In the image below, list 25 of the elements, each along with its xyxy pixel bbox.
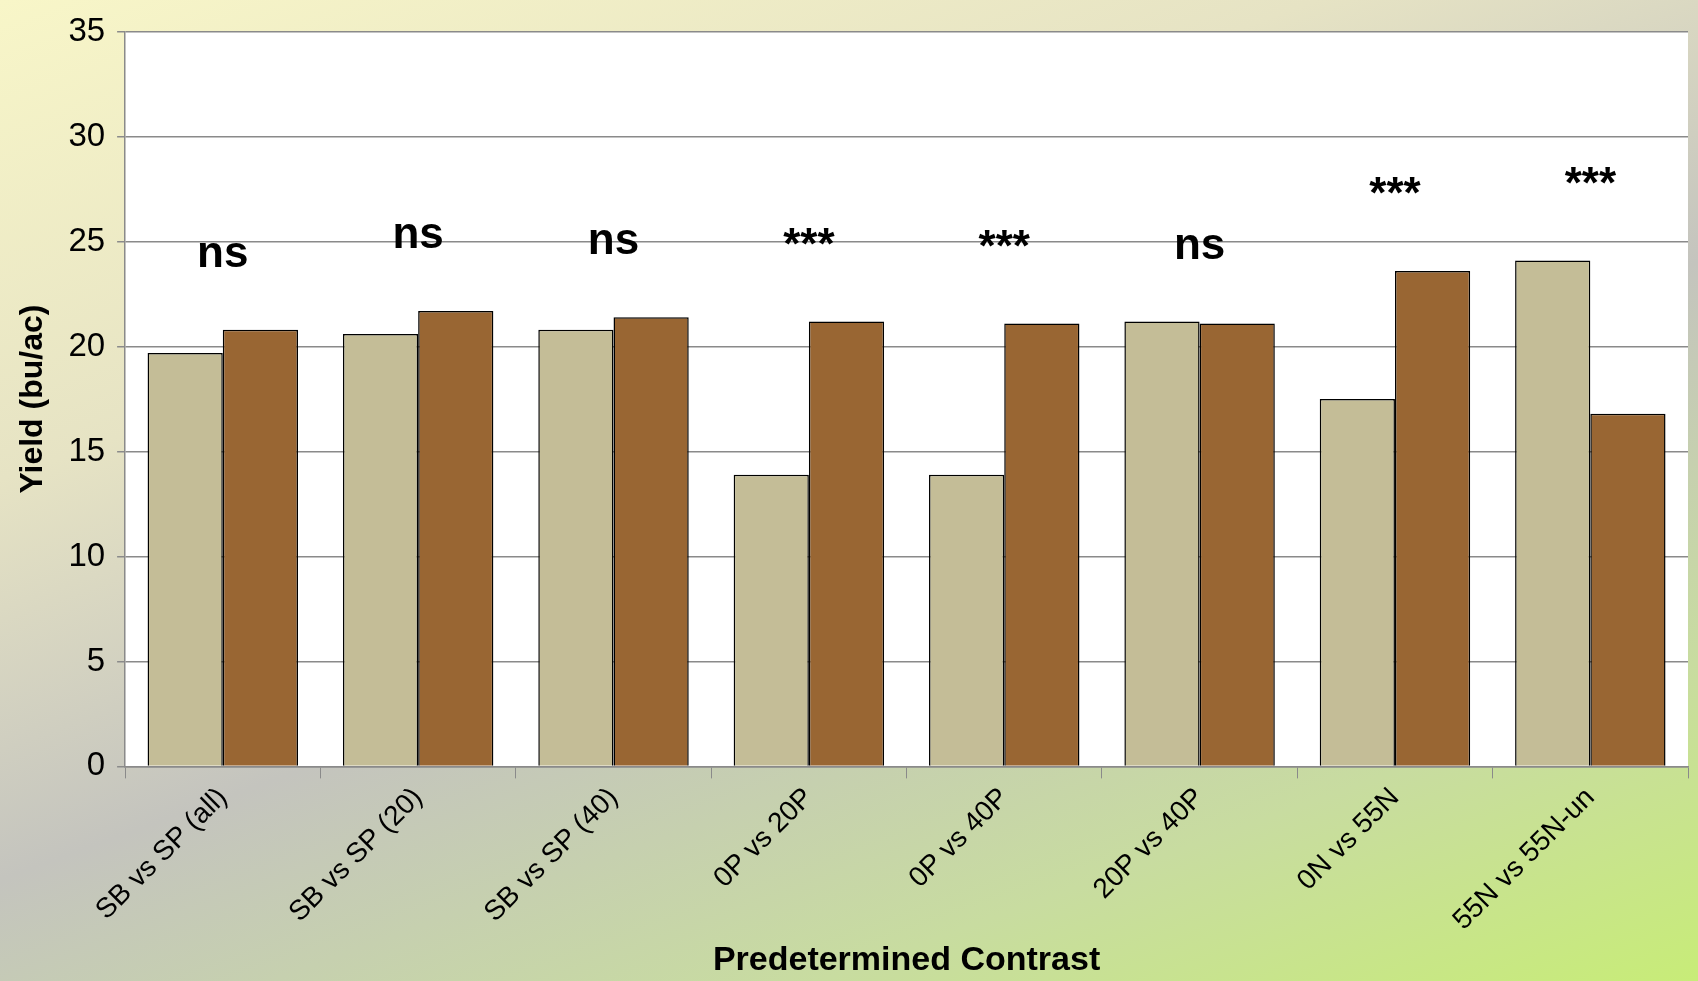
x-tick-label: SB vs SP (40) [477, 781, 624, 927]
y-tick-label: 30 [68, 115, 106, 153]
x-axis-title: Predetermined Contrast [712, 938, 1101, 977]
y-tick-label: 20 [68, 325, 106, 363]
y-axis-title: Yield (bu/ac) [13, 304, 50, 494]
y-tick-label: 5 [86, 640, 106, 678]
y-tick-label: 10 [68, 535, 106, 573]
y-tick-label: 25 [68, 220, 106, 258]
annotation: ns [197, 226, 249, 276]
y-tick-label: 15 [68, 430, 106, 468]
annotation: ns [392, 208, 444, 258]
annotation: *** [1564, 157, 1617, 207]
annotation: *** [783, 218, 836, 268]
x-tick-label: 0P vs 20P [706, 781, 819, 893]
x-tick-label: 20P vs 40P [1086, 781, 1210, 904]
annotation: *** [1369, 168, 1422, 218]
annotation: *** [978, 220, 1031, 270]
annotation: ns [587, 214, 640, 264]
x-tick-label: 0N vs 55N [1290, 781, 1405, 896]
y-tick-label: 35 [68, 10, 106, 48]
x-tick-label: 0P vs 40P [902, 781, 1014, 893]
annotation: ns [1173, 218, 1226, 268]
y-tick-label: 0 [86, 745, 106, 783]
x-tick-label: SB vs SP (20) [281, 781, 428, 927]
x-tick-label: SB vs SP (all) [88, 781, 233, 925]
